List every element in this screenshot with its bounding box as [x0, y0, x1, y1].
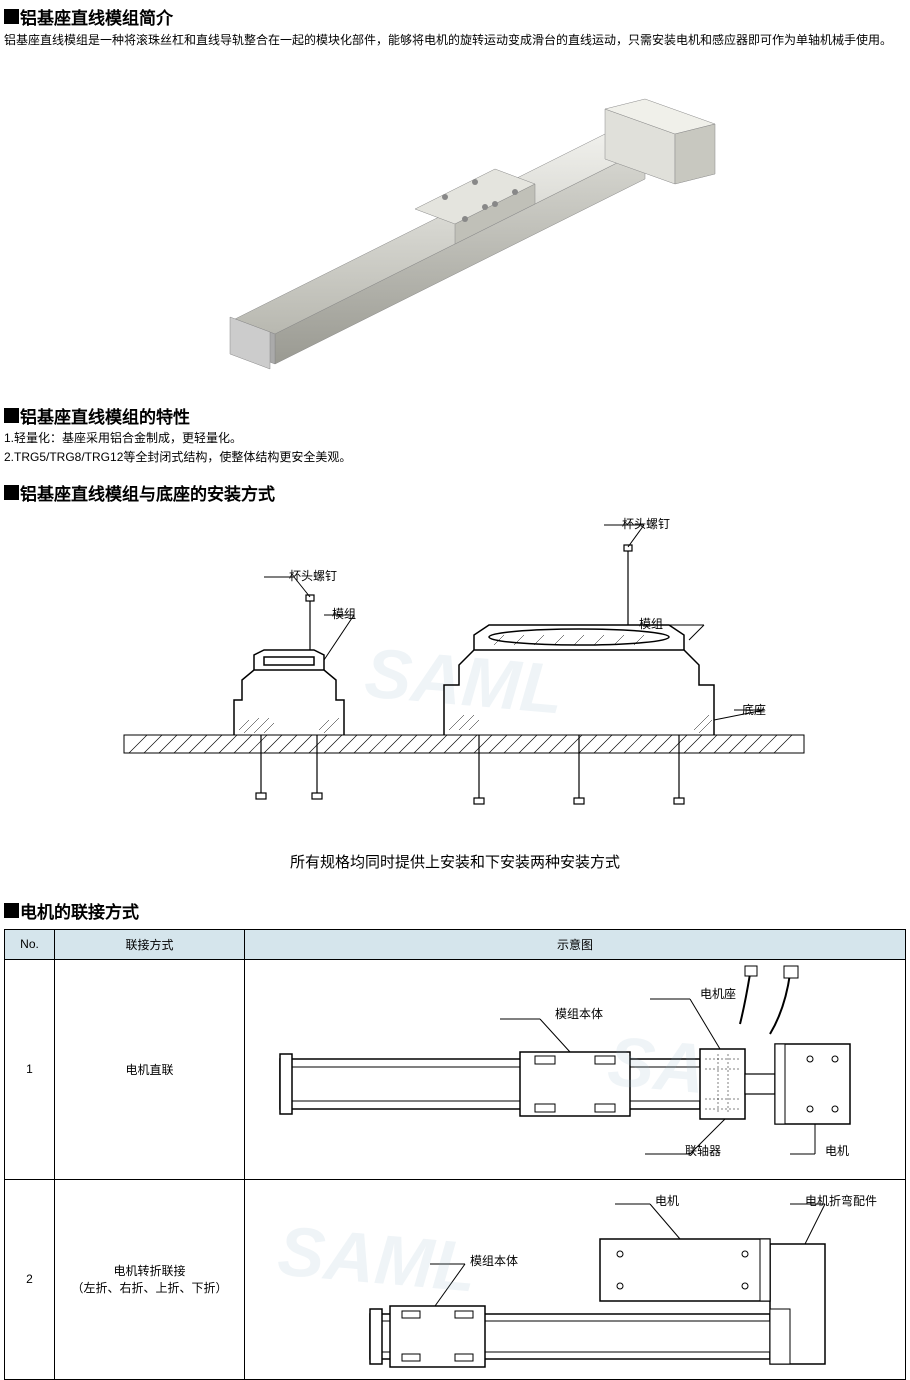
section3-title: 铝基座直线模组与底座的安装方式 [4, 480, 906, 505]
r1-label-motor: 电机 [825, 1142, 849, 1159]
th-no: No. [5, 929, 55, 959]
title-marker [4, 9, 19, 24]
r2-label-bend: 电机折弯配件 [805, 1192, 877, 1209]
label-screw-right: 杯头螺钉 [622, 515, 670, 532]
product-image [4, 49, 906, 399]
label-module-left: 模组 [332, 605, 356, 622]
section2-item-1: 1.轻量化：基座采用铝合金制成，更轻量化。 [4, 430, 906, 447]
section1-title: 铝基座直线模组简介 [4, 4, 906, 29]
row2-method-line1: 电机转折联接 [59, 1262, 240, 1279]
title-marker [4, 485, 19, 500]
row2-no: 2 [5, 1179, 55, 1379]
r1-label-coupling: 联轴器 [685, 1142, 721, 1159]
r1-label-body: 模组本体 [555, 1005, 603, 1022]
row1-diagram: SA [245, 959, 906, 1179]
r2-label-motor: 电机 [655, 1192, 679, 1209]
section2-title: 铝基座直线模组的特性 [4, 403, 906, 428]
row1-method: 电机直联 [55, 959, 245, 1179]
row1-no: 1 [5, 959, 55, 1179]
label-screw-left: 杯头螺钉 [289, 567, 337, 584]
section2-title-text: 铝基座直线模组的特性 [20, 403, 190, 428]
label-base-right: 底座 [742, 701, 766, 718]
row2-method-line2: （左折、右折、上折、下折） [59, 1279, 240, 1296]
r1-label-seat: 电机座 [700, 985, 736, 1002]
table-row: 2 电机转折联接 （左折、右折、上折、下折） SAML [5, 1179, 906, 1379]
section4-title-text: 电机的联接方式 [20, 898, 139, 923]
row2-method: 电机转折联接 （左折、右折、上折、下折） [55, 1179, 245, 1379]
th-diagram: 示意图 [245, 929, 906, 959]
section4-title: 电机的联接方式 [4, 898, 906, 923]
title-marker [4, 408, 19, 423]
row2-diagram: SAML [245, 1179, 906, 1379]
install-diagram: SAML [4, 505, 906, 845]
install-caption: 所有规格均同时提供上安装和下安装两种安装方式 [4, 851, 906, 872]
title-marker [4, 903, 19, 918]
label-module-right: 模组 [639, 615, 663, 632]
th-method: 联接方式 [55, 929, 245, 959]
connection-table: No. 联接方式 示意图 1 电机直联 SA [4, 929, 906, 1380]
section3-title-text: 铝基座直线模组与底座的安装方式 [20, 480, 275, 505]
section1-title-text: 铝基座直线模组简介 [20, 4, 173, 29]
section1-intro: 铝基座直线模组是一种将滚珠丝杠和直线导轨整合在一起的模块化部件，能够将电机的旋转… [4, 31, 906, 49]
section2-item-2: 2.TRG5/TRG8/TRG12等全封闭式结构，使整体结构更安全美观。 [4, 449, 906, 466]
r2-label-body: 模组本体 [470, 1252, 518, 1269]
table-row: 1 电机直联 SA [5, 959, 906, 1179]
